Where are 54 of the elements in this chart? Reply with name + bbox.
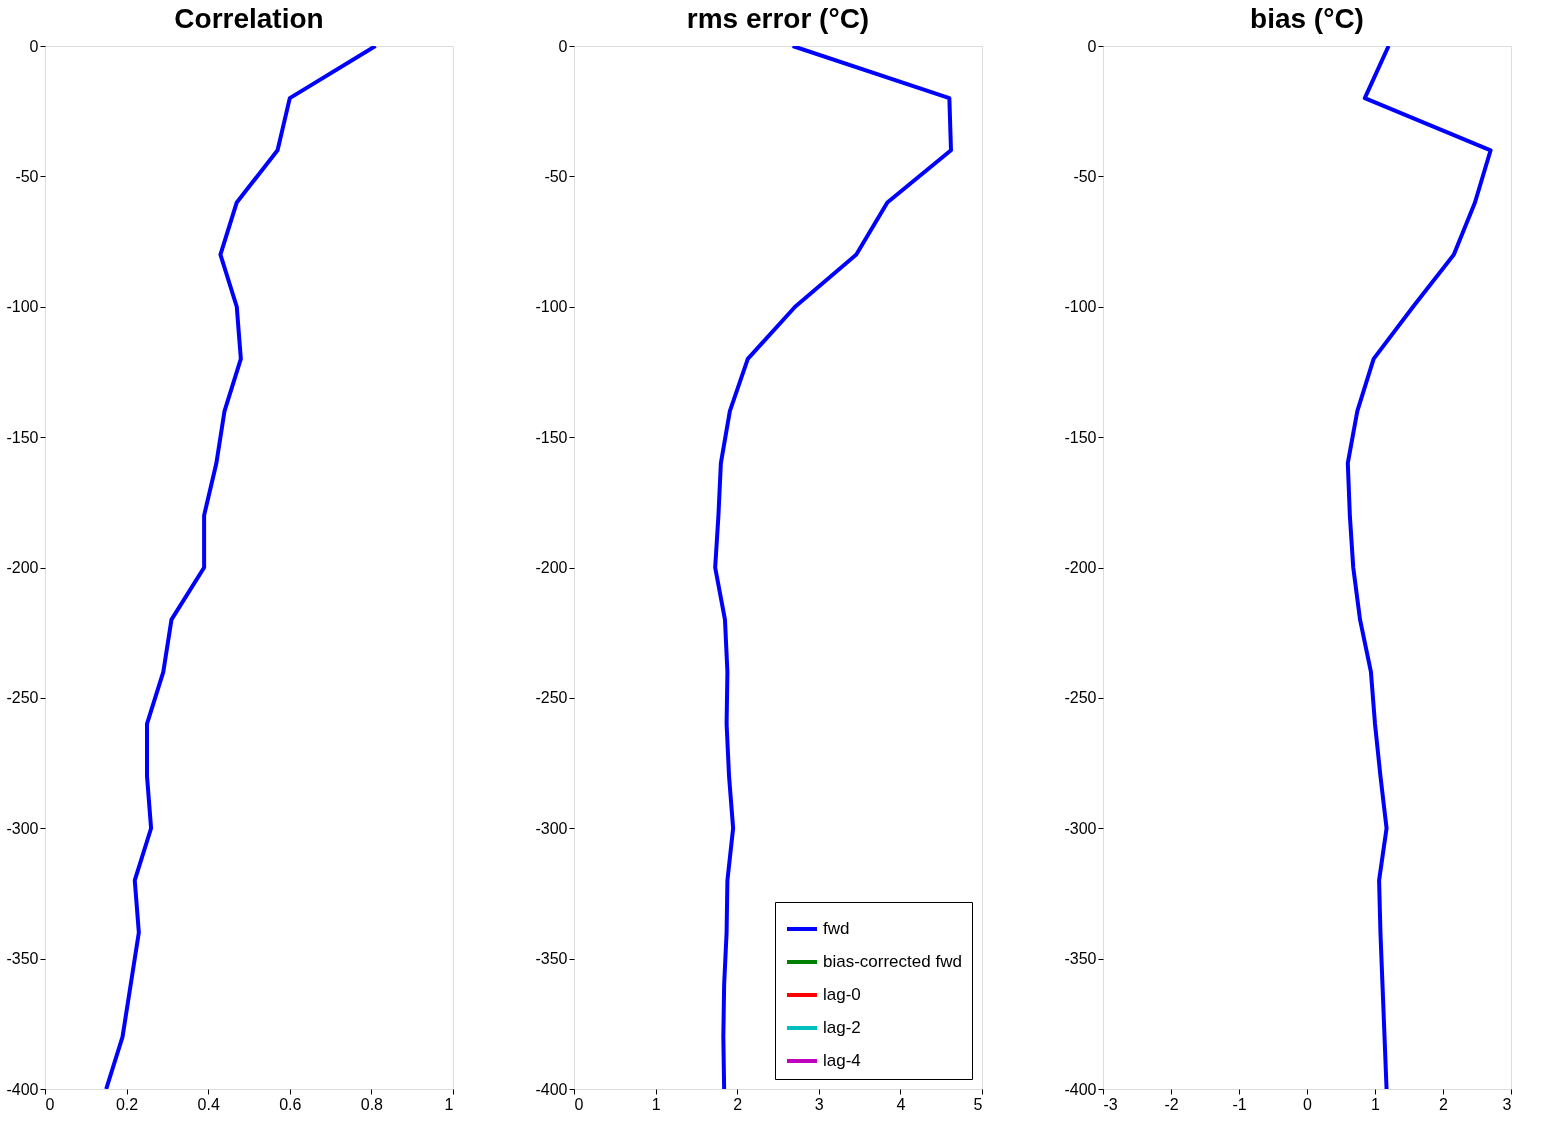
x-tick-label: 0.8 — [360, 1095, 384, 1113]
x-tick-label: 3 — [1502, 1095, 1512, 1113]
y-tick-label: -350 — [1064, 950, 1097, 968]
y-tick-label: -200 — [535, 559, 568, 576]
x-tick-label: 0 — [45, 1095, 55, 1113]
x-tick-label: 3 — [814, 1095, 824, 1113]
y-tick-label: -100 — [535, 298, 568, 316]
x-tick-label: 1 — [444, 1095, 454, 1113]
y-tick-label: 0 — [558, 37, 568, 55]
y-tick-label: -50 — [15, 167, 39, 185]
y-tick-label: -200 — [1064, 559, 1097, 576]
y-tick-label: -350 — [535, 950, 568, 968]
chart-title: Correlation — [174, 3, 324, 34]
y-tick-label: -350 — [6, 950, 39, 968]
legend-label: lag-4 — [823, 1051, 861, 1070]
y-tick-label: -250 — [6, 689, 39, 707]
y-tick-label: -400 — [1064, 1080, 1097, 1098]
y-tick-label: 0 — [1087, 37, 1097, 55]
y-tick-label: -250 — [535, 689, 568, 707]
x-tick-label: 0.6 — [279, 1095, 302, 1113]
y-tick-label: -250 — [1064, 689, 1097, 707]
legend-label: lag-2 — [823, 1018, 861, 1037]
legend-label: lag-0 — [823, 985, 861, 1004]
y-tick-label: -50 — [1073, 167, 1097, 185]
y-tick-label: -100 — [1064, 298, 1097, 316]
y-tick-label: -400 — [6, 1080, 39, 1098]
y-tick-label: -100 — [6, 298, 39, 316]
y-tick-label: -300 — [1064, 819, 1097, 837]
x-tick-label: 1 — [1371, 1095, 1381, 1113]
y-tick-label: -150 — [1064, 428, 1097, 446]
y-tick-label: -150 — [535, 428, 568, 446]
y-tick-label: -300 — [6, 819, 39, 837]
chart-title: bias (°C) — [1250, 3, 1364, 34]
legend-label: bias-corrected fwd — [823, 952, 962, 971]
x-tick-label: 4 — [896, 1095, 906, 1113]
y-tick-label: -50 — [544, 167, 568, 185]
y-tick-label: -150 — [6, 428, 39, 446]
x-tick-label: 2 — [733, 1095, 743, 1113]
y-tick-label: -300 — [535, 819, 568, 837]
chart-title: rms error (°C) — [686, 3, 870, 34]
x-tick-label: -3 — [1103, 1095, 1118, 1113]
x-tick-label: 0 — [1303, 1095, 1313, 1113]
y-tick-label: -400 — [535, 1080, 568, 1098]
y-tick-label: -200 — [6, 559, 39, 576]
x-tick-label: 0 — [574, 1095, 584, 1113]
x-tick-label: 0.4 — [197, 1095, 220, 1113]
x-tick-label: 5 — [973, 1095, 983, 1113]
x-tick-label: 1 — [651, 1095, 661, 1113]
x-tick-label: -1 — [1232, 1095, 1247, 1113]
x-tick-label: 0.2 — [115, 1095, 139, 1113]
y-tick-label: 0 — [29, 37, 39, 55]
x-tick-label: -2 — [1164, 1095, 1179, 1113]
x-tick-label: 2 — [1439, 1095, 1449, 1113]
legend-label: fwd — [823, 919, 850, 938]
